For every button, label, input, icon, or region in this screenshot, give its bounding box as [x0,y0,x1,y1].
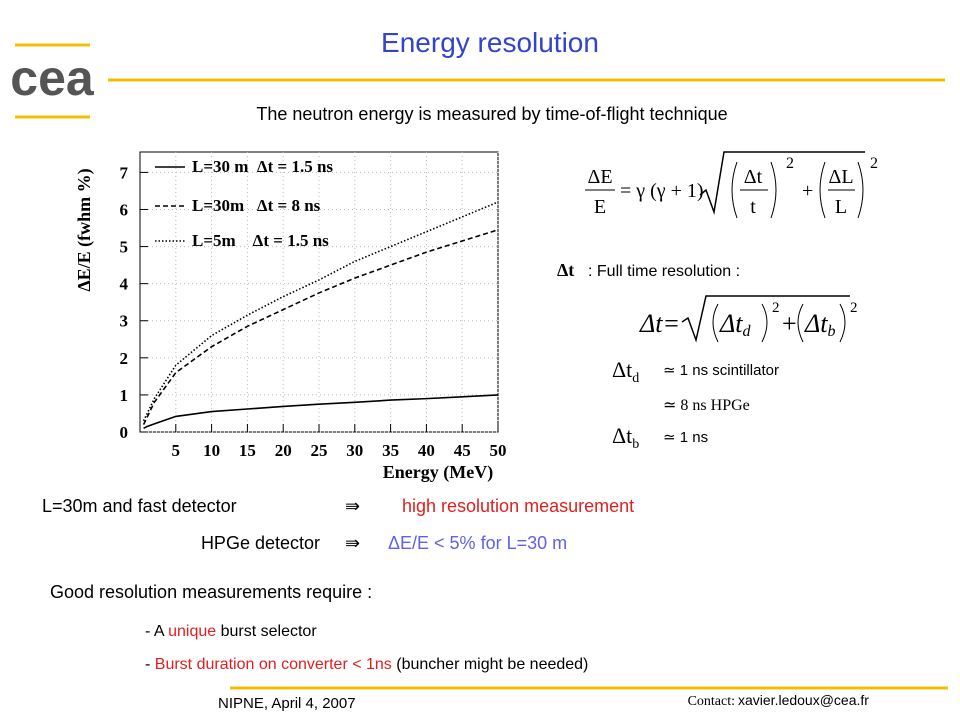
y-tick-label: 1 [120,386,129,405]
paren [731,161,738,219]
formula-text: Δt= [639,309,680,338]
formula-text: + [782,309,797,338]
x-tick-label: 30 [346,441,363,460]
legend-label: L=30m Δt = 8 ns [192,196,321,215]
formula-text: L [835,196,847,218]
x-axis-label: Energy (MeV) [383,462,493,483]
title: Energy resolution [381,27,599,58]
formula-sub: b [827,323,835,340]
x-tick-label: 10 [203,441,220,460]
requirements-title: Good resolution measurements require : [50,582,372,602]
contribution-text: ≃ 1 ns scintillator [663,362,779,379]
x-tick-label: 5 [172,441,181,460]
dt-symbol: Δt [557,260,574,280]
x-tick-label: 20 [275,441,292,460]
contribution-text: ≃ 1 ns [663,429,708,446]
paren [857,161,864,219]
text: (buncher might be needed) [392,656,589,673]
series-line [142,201,499,422]
logo: cea [10,50,95,106]
x-tick-label: 35 [382,441,399,460]
formula-text: Δt [719,309,743,338]
formula-text: + [802,180,813,202]
contact-label: Contact: [688,694,735,709]
x-tick-label: 40 [418,441,435,460]
paren [761,303,768,343]
symbol-sub: d [632,371,639,386]
paren [819,161,826,219]
requirement: - Burst duration on converter < 1ns (bun… [145,656,588,673]
y-tick-label: 4 [120,275,129,294]
paren [770,161,777,219]
symbol: Δt [612,423,632,448]
x-tick-label: 25 [311,441,328,460]
formula-text: ΔL [828,166,853,188]
conclusion-right: high resolution measurement [402,496,634,516]
contribution-symbol: Δtd [612,357,639,386]
contribution-symbol: Δtb [612,423,639,452]
text: - [145,656,155,673]
text: burst selector [216,623,317,640]
symbol-sub: b [632,437,639,452]
dt-formula: Δt= Δtd 2 + Δtb 2 [639,295,858,343]
formula-text: Δt [804,309,828,338]
contact: xavier.ledoux@cea.fr [738,692,869,708]
formula-text: t [750,196,756,218]
text: - A [145,623,168,640]
dt-text: : Full time resolution : [588,263,740,280]
formula-text: Δt [744,166,763,188]
paren [712,303,719,343]
y-tick-label: 7 [120,163,129,182]
conclusion-right: ΔE/E < 5% for L=30 m [388,533,567,553]
energy-formula: ΔE E = γ (γ + 1) Δt t 2 + ΔL L 2 [585,151,878,219]
footer-event: NIPNE, April 4, 2007 [218,695,356,712]
legend-label: L=30 m Δt = 1.5 ns [192,157,333,176]
y-tick-label: 0 [120,423,129,442]
arrow: ⇛ [345,533,360,553]
paren [839,303,846,343]
x-tick-label: 15 [239,441,256,460]
y-axis-label: ΔE/E (fwhm %) [74,168,95,291]
highlight: Burst duration on converter < 1ns [155,656,392,673]
x-tick-label: 50 [490,441,507,460]
requirement: - A unique burst selector [145,623,317,640]
x-tick-label: 45 [454,441,471,460]
formula-text: Δtb [804,309,835,340]
formula-text: 2 [870,155,878,172]
legend-label: L=5m Δt = 1.5 ns [192,231,329,250]
formula-text: E [594,196,606,218]
formula-text: 2 [772,300,780,316]
contribution-text: ≃ 8 ns HPGe [663,397,750,414]
paren [797,303,804,343]
conclusion-left: L=30m and fast detector [42,496,237,516]
series-line [143,394,499,430]
y-tick-label: 5 [120,238,129,257]
arrow: ⇛ [345,496,360,516]
y-tick-label: 3 [120,312,129,331]
sqrt-sign [681,295,850,343]
sqrt-sign [699,151,865,215]
conclusion-left: HPGe detector [201,533,320,553]
formula-text: = γ (γ + 1) [620,180,704,202]
symbol: Δt [612,357,632,382]
formula-text: ΔE [587,166,612,188]
formula-text: 2 [850,300,858,316]
formula-sub: d [742,323,751,340]
subtitle: The neutron energy is measured by time-o… [256,104,727,124]
y-tick-label: 2 [120,349,129,368]
formula-text: Δtd [719,309,751,340]
highlight: unique [168,623,216,640]
y-tick-label: 6 [120,200,129,219]
series-line [142,229,499,425]
formula-text: 2 [786,155,794,172]
